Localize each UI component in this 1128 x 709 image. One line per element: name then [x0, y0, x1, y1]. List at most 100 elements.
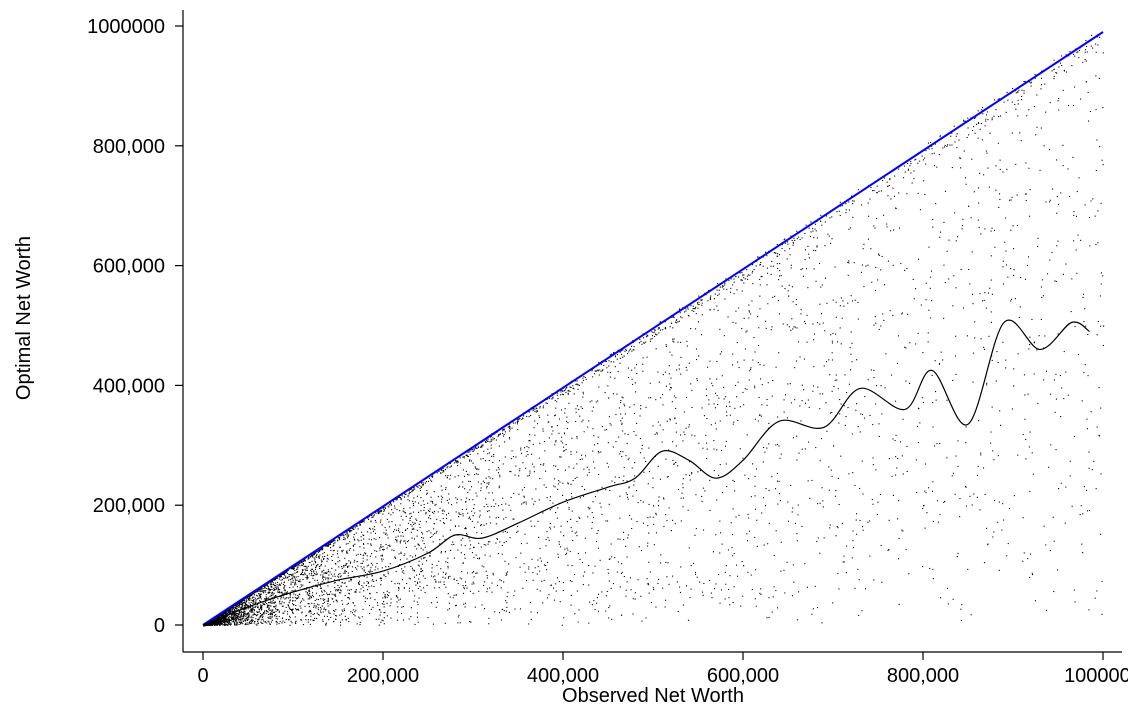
scatter-point [608, 607, 610, 609]
scatter-point [895, 434, 897, 436]
scatter-point [906, 445, 908, 447]
scatter-point [787, 241, 789, 243]
scatter-point [744, 388, 746, 390]
scatter-point [236, 624, 238, 626]
scatter-point [672, 316, 674, 318]
scatter-point [1045, 111, 1047, 113]
scatter-point [383, 548, 385, 550]
scatter-point [781, 247, 783, 249]
scatter-point [473, 583, 475, 585]
scatter-point [973, 126, 975, 128]
scatter-point [469, 489, 471, 491]
scatter-point [815, 250, 817, 252]
scatter-point [412, 500, 414, 502]
scatter-point [608, 572, 610, 574]
scatter-point [1014, 298, 1016, 300]
scatter-point [334, 582, 336, 584]
scatter-point [278, 584, 280, 586]
scatter-point [282, 597, 284, 599]
scatter-point [323, 589, 325, 591]
scatter-point [426, 490, 428, 492]
scatter-point [324, 598, 326, 600]
scatter-point [831, 390, 833, 392]
scatter-point [545, 565, 547, 567]
scatter-point [341, 600, 343, 602]
scatter-point [761, 512, 763, 514]
scatter-point [558, 432, 560, 434]
scatter-point [736, 342, 738, 344]
scatter-point [615, 356, 617, 358]
scatter-point [523, 487, 525, 489]
scatter-point [232, 607, 234, 609]
scatter-point [302, 563, 304, 565]
scatter-point [430, 500, 432, 502]
scatter-point [719, 286, 721, 288]
scatter-point [982, 300, 984, 302]
scatter-point [675, 445, 677, 447]
scatter-point [856, 513, 858, 515]
scatter-point [222, 620, 224, 622]
scatter-point [384, 596, 386, 598]
scatter-point [682, 604, 684, 606]
scatter-point [342, 534, 344, 536]
scatter-point [279, 592, 281, 594]
scatter-point [386, 534, 388, 536]
scatter-point [788, 326, 790, 328]
scatter-point [813, 249, 815, 251]
scatter-point [709, 298, 711, 300]
scatter-point [246, 604, 248, 606]
scatter-point [371, 570, 373, 572]
scatter-point [828, 359, 830, 361]
scatter-point [253, 614, 255, 616]
scatter-point [932, 568, 934, 570]
scatter-point [848, 260, 850, 262]
scatter-point [939, 136, 941, 138]
scatter-point [246, 597, 248, 599]
scatter-point [919, 209, 921, 211]
scatter-point [462, 537, 464, 539]
scatter-point [732, 284, 734, 286]
scatter-point [642, 363, 644, 365]
scatter-point [468, 516, 470, 518]
scatter-point [468, 451, 470, 453]
scatter-point [795, 299, 797, 301]
scatter-point [583, 468, 585, 470]
scatter-point [623, 531, 625, 533]
scatter-point [506, 606, 508, 608]
scatter-point [659, 327, 661, 329]
scatter-point [618, 407, 620, 409]
scatter-point [429, 552, 431, 554]
scatter-point [224, 616, 226, 618]
scatter-point [491, 492, 493, 494]
scatter-point [277, 609, 279, 611]
scatter-point [410, 524, 412, 526]
scatter-point [299, 565, 301, 567]
scatter-point [1023, 552, 1025, 554]
scatter-point [359, 624, 361, 626]
scatter-point [479, 510, 481, 512]
scatter-point [235, 612, 237, 614]
scatter-point [409, 561, 411, 563]
scatter-point [578, 384, 580, 386]
scatter-point [625, 545, 627, 547]
scatter-point [1096, 139, 1098, 141]
scatter-point [759, 414, 761, 416]
scatter-point [379, 537, 381, 539]
scatter-point [315, 556, 317, 558]
scatter-point [738, 307, 740, 309]
scatter-point [479, 514, 481, 516]
scatter-point [291, 574, 293, 576]
scatter-point [519, 566, 521, 568]
scatter-point [431, 511, 433, 513]
scatter-point [694, 435, 696, 437]
scatter-point [742, 595, 744, 597]
scatter-point [552, 397, 554, 399]
scatter-point [260, 615, 262, 617]
scatter-point [825, 402, 827, 404]
scatter-point [263, 598, 265, 600]
scatter-point [684, 311, 686, 313]
scatter-point [333, 582, 335, 584]
scatter-point [462, 469, 464, 471]
scatter-point [405, 529, 407, 531]
scatter-point [359, 617, 361, 619]
